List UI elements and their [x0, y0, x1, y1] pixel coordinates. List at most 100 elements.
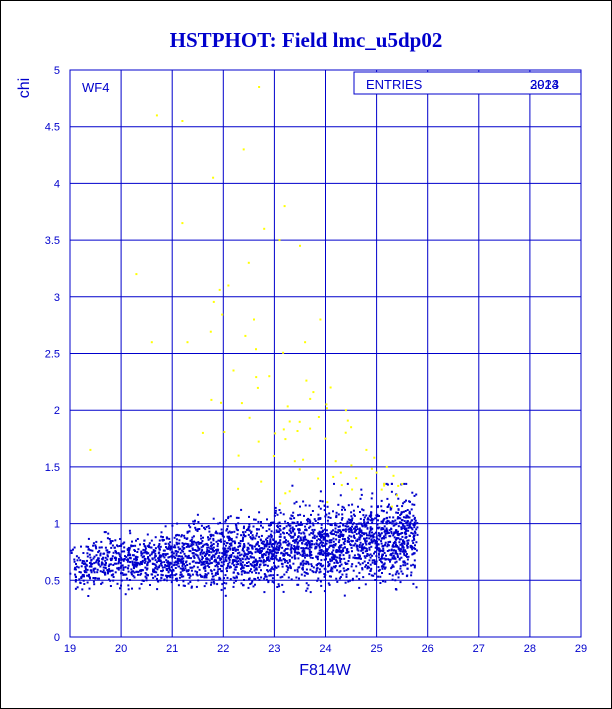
- blue-point: [380, 509, 383, 512]
- blue-point: [217, 555, 220, 558]
- blue-point: [113, 546, 116, 549]
- blue-point: [345, 573, 348, 576]
- blue-point: [183, 534, 186, 537]
- blue-point: [388, 516, 391, 519]
- blue-point: [243, 544, 246, 547]
- blue-point: [90, 559, 93, 561]
- blue-point: [321, 531, 324, 533]
- blue-point: [236, 533, 239, 536]
- blue-point: [271, 566, 274, 569]
- blue-point: [377, 575, 380, 578]
- blue-point: [250, 531, 252, 534]
- blue-point: [251, 571, 253, 574]
- blue-point: [408, 524, 411, 527]
- yellow-point: [296, 430, 299, 432]
- yellow-point: [302, 458, 305, 461]
- blue-point: [75, 579, 77, 581]
- blue-point: [381, 554, 384, 557]
- blue-point: [200, 537, 203, 540]
- blue-point: [260, 550, 263, 552]
- blue-point: [153, 543, 156, 546]
- blue-point: [352, 569, 355, 572]
- blue-point: [290, 547, 293, 550]
- blue-point: [189, 574, 192, 577]
- blue-point: [380, 532, 383, 535]
- blue-point: [230, 539, 233, 542]
- blue-point: [312, 566, 315, 569]
- blue-point: [279, 511, 282, 514]
- blue-point: [350, 521, 353, 524]
- blue-point: [407, 529, 410, 532]
- blue-point: [372, 574, 375, 577]
- blue-point: [254, 578, 257, 581]
- blue-point: [338, 565, 341, 568]
- blue-point: [334, 527, 337, 530]
- blue-point: [260, 576, 263, 579]
- blue-point: [266, 548, 269, 551]
- blue-point: [230, 544, 232, 547]
- blue-point: [398, 547, 401, 550]
- yellow-point: [274, 432, 277, 435]
- blue-point: [272, 548, 275, 551]
- blue-point: [336, 549, 339, 552]
- blue-point: [360, 529, 362, 532]
- blue-point: [299, 524, 302, 526]
- blue-point: [184, 542, 187, 545]
- blue-point: [111, 540, 114, 542]
- blue-point: [283, 540, 286, 543]
- blue-point: [398, 533, 401, 535]
- blue-point: [167, 547, 169, 550]
- blue-point: [360, 534, 363, 537]
- blue-point: [364, 540, 367, 543]
- blue-point: [337, 529, 340, 532]
- blue-point: [183, 569, 186, 572]
- blue-point: [344, 528, 347, 531]
- blue-point: [316, 555, 319, 558]
- blue-point: [88, 553, 91, 556]
- blue-point: [151, 558, 154, 561]
- blue-point: [348, 530, 351, 533]
- blue-point: [307, 542, 310, 545]
- blue-point: [349, 543, 352, 546]
- blue-point: [379, 575, 382, 578]
- blue-point: [354, 525, 357, 528]
- blue-point: [122, 559, 125, 562]
- blue-point: [99, 552, 102, 555]
- blue-point: [308, 518, 311, 521]
- blue-point: [364, 525, 367, 528]
- blue-point: [361, 544, 364, 547]
- blue-point: [220, 540, 223, 543]
- blue-point: [120, 564, 123, 567]
- blue-point: [252, 561, 254, 564]
- blue-point: [235, 560, 238, 563]
- blue-point: [323, 537, 326, 540]
- blue-point: [321, 529, 324, 532]
- blue-point: [374, 546, 377, 549]
- blue-point: [385, 558, 388, 561]
- blue-point: [292, 522, 295, 525]
- blue-point: [233, 546, 236, 549]
- blue-point: [413, 566, 416, 569]
- blue-point: [347, 518, 350, 521]
- blue-point: [376, 544, 379, 547]
- blue-point: [339, 533, 342, 536]
- blue-point: [306, 520, 309, 523]
- blue-point: [319, 538, 322, 541]
- blue-point: [206, 564, 209, 567]
- blue-point: [279, 529, 282, 532]
- blue-point: [233, 581, 236, 584]
- blue-point: [305, 541, 308, 544]
- blue-point: [85, 563, 88, 566]
- blue-point: [284, 541, 287, 544]
- blue-point: [300, 521, 302, 524]
- blue-point: [229, 565, 232, 568]
- blue-point: [324, 539, 327, 542]
- blue-point: [256, 541, 259, 544]
- blue-point: [292, 511, 295, 514]
- blue-point: [286, 522, 289, 524]
- blue-point: [391, 556, 394, 559]
- yellow-point: [220, 401, 222, 404]
- blue-point: [126, 560, 129, 563]
- blue-point: [150, 553, 153, 556]
- blue-point: [377, 556, 380, 559]
